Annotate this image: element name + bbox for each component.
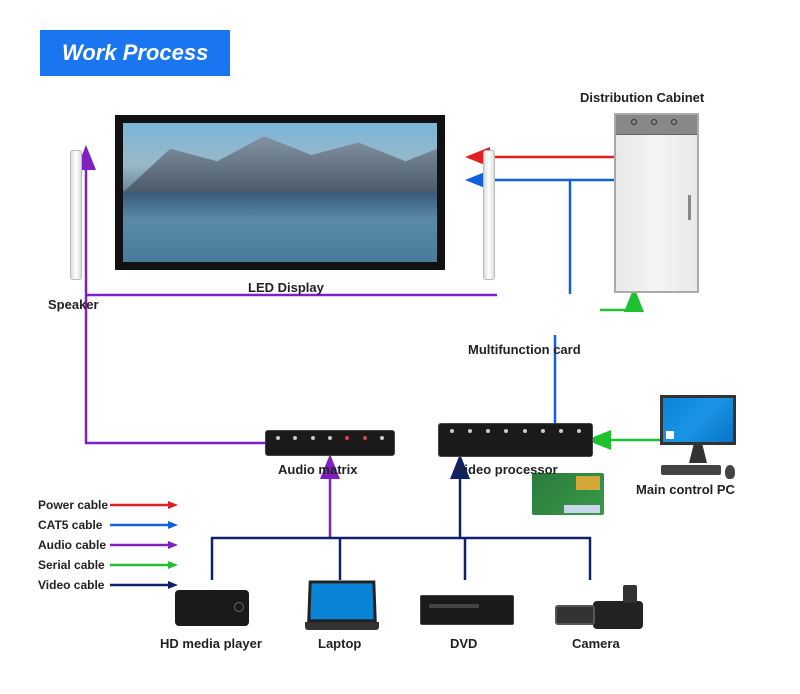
cabinet-dial-icon (671, 119, 677, 125)
camera-viewfinder-icon (623, 585, 637, 603)
dvd-player (420, 595, 514, 625)
legend-label: Video cable (38, 578, 110, 592)
cabinet-handle (688, 195, 691, 220)
speaker-label: Speaker (48, 297, 99, 312)
legend-label: Audio cable (38, 538, 110, 552)
legend-arrow-icon (110, 540, 180, 550)
card-connector-icon (576, 476, 600, 490)
led-display-image (123, 130, 437, 193)
audio-matrix-label: Audio matrix (278, 462, 357, 477)
laptop-label: Laptop (318, 636, 361, 651)
camera-lens-icon (555, 605, 595, 625)
legend-label: Power cable (38, 498, 110, 512)
legend: Power cable CAT5 cable Audio cable Seria… (38, 498, 180, 598)
legend-row: Power cable (38, 498, 180, 512)
dvd-label: DVD (450, 636, 477, 651)
cabinet-dial-icon (631, 119, 637, 125)
main-control-pc (660, 395, 736, 479)
windows-icon (666, 431, 674, 439)
legend-arrow-icon (110, 520, 180, 530)
serial-cable (600, 292, 634, 310)
legend-label: CAT5 cable (38, 518, 110, 532)
multifunction-card-label: Multifunction card (468, 342, 581, 357)
pc-peripherals (660, 465, 736, 479)
hd-media-label: HD media player (160, 636, 262, 651)
mouse-icon (725, 465, 735, 479)
led-display (115, 115, 445, 270)
cabinet-label: Distribution Cabinet (580, 90, 704, 105)
audio-matrix (265, 430, 395, 456)
camera-label: Camera (572, 636, 620, 651)
legend-row: Video cable (38, 578, 180, 592)
multifunction-card (532, 473, 604, 515)
legend-row: CAT5 cable (38, 518, 180, 532)
card-connector-icon (564, 505, 600, 513)
audio-matrix-ports (266, 431, 394, 445)
video-processor-ports (439, 424, 592, 438)
legend-arrow-icon (110, 580, 180, 590)
legend-arrow-icon (110, 500, 180, 510)
distribution-cabinet (614, 113, 699, 293)
cabinet-dial-icon (651, 119, 657, 125)
video-cable (212, 538, 590, 580)
dvd-tray-icon (429, 604, 479, 608)
speaker-left (70, 150, 82, 280)
diagram-canvas: Work Process LED Display Speaker Distrib… (0, 0, 800, 694)
cabinet-top-panel (616, 115, 697, 135)
laptop (305, 580, 379, 630)
video-processor (438, 423, 593, 457)
media-player-button-icon (234, 602, 244, 612)
hd-media-player (175, 590, 249, 626)
camera-body-icon (593, 601, 643, 629)
keyboard-icon (661, 465, 721, 475)
legend-row: Serial cable (38, 558, 180, 572)
video-processor-label: Video processor (456, 462, 558, 477)
speaker-right (483, 150, 495, 280)
pc-monitor-icon (660, 395, 736, 445)
legend-label: Serial cable (38, 558, 110, 572)
led-display-label: LED Display (248, 280, 324, 295)
camera (555, 585, 643, 629)
laptop-screen-icon (307, 581, 377, 623)
legend-arrow-icon (110, 560, 180, 570)
legend-row: Audio cable (38, 538, 180, 552)
cat5-cable (570, 180, 614, 294)
title-text: Work Process (62, 40, 208, 65)
laptop-base-icon (305, 622, 379, 630)
main-pc-label: Main control PC (636, 482, 735, 497)
title-bar: Work Process (40, 30, 230, 76)
pc-stand-icon (683, 445, 713, 463)
